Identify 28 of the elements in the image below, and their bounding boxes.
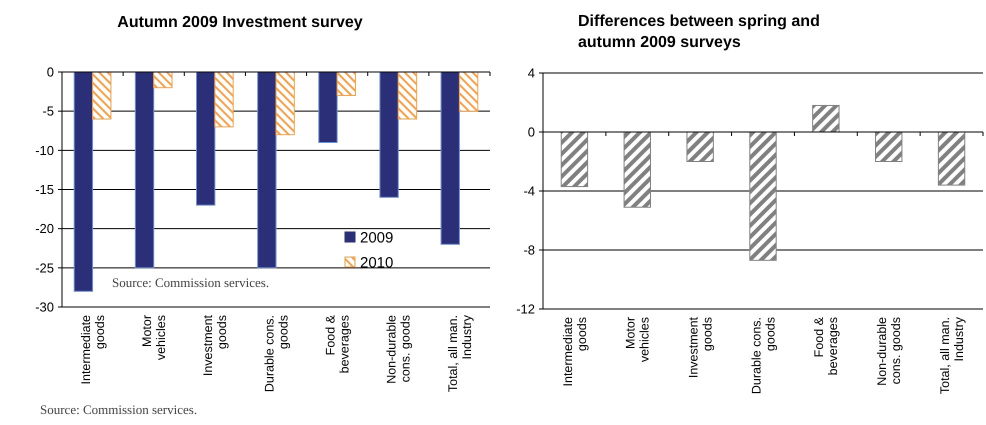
y-tick-label: 4: [528, 66, 535, 81]
y-tick-label: -20: [35, 221, 54, 236]
legend-label: 2010: [360, 254, 394, 272]
x-tick-label: Investment goods: [686, 316, 715, 378]
y-tick-label: -12: [516, 302, 535, 317]
y-tick-label: -8: [523, 242, 535, 258]
x-tick-label: Intermediate goods: [560, 316, 589, 386]
legend-label: 2009: [360, 229, 394, 246]
annotation: Source: Commission services.: [112, 275, 270, 290]
x-tick-label: Investment goods: [201, 314, 230, 376]
y-tick-label: -10: [35, 142, 54, 158]
x-tick-label: Total, all man. Industry: [938, 316, 966, 394]
y-tick-label: 0: [528, 124, 535, 140]
x-tick-label: Durable cons. goods: [262, 315, 290, 392]
y-tick-label: -30: [35, 300, 54, 315]
y-tick-label: -25: [35, 260, 54, 276]
chart-title: Autumn 2009 Investment survey: [117, 14, 363, 31]
chart-title: Differences between spring and autumn 2009 surveys: [578, 13, 820, 51]
y-tick-label: -4: [523, 184, 535, 199]
x-tick-label: Total, all man. Industry: [446, 314, 474, 392]
y-tick-label: 0: [46, 64, 54, 80]
y-tick-label: -15: [35, 182, 54, 198]
x-tick-label: Durable cons. goods: [749, 317, 778, 394]
x-tick-label: Intermediate goods: [78, 314, 107, 384]
y-tick-label: -5: [42, 104, 54, 119]
x-tick-label: Motor vehicles: [140, 315, 168, 360]
source-note: Source: Commission services.: [40, 402, 198, 417]
x-tick-label: Motor vehicles: [624, 317, 652, 362]
